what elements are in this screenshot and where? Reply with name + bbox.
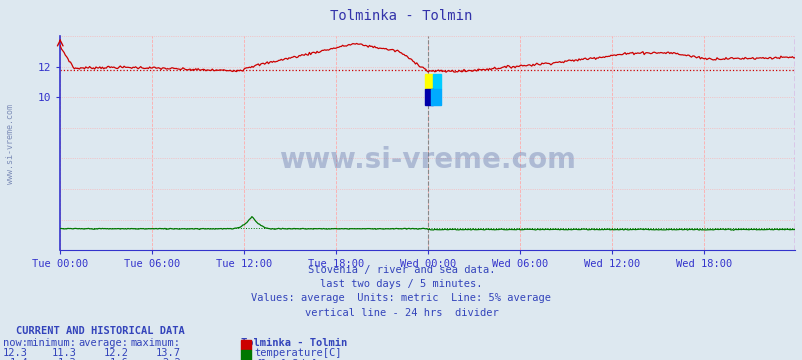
Text: average:: average: bbox=[79, 338, 128, 348]
Text: 2.2: 2.2 bbox=[162, 358, 180, 360]
Text: 12.3: 12.3 bbox=[3, 348, 28, 359]
Text: last two days / 5 minutes.: last two days / 5 minutes. bbox=[320, 279, 482, 289]
Text: 1.3: 1.3 bbox=[58, 358, 76, 360]
Text: maximum:: maximum: bbox=[131, 338, 180, 348]
Text: www.si-vreme.com: www.si-vreme.com bbox=[6, 104, 15, 184]
Text: minimum:: minimum: bbox=[26, 338, 76, 348]
Text: 12.2: 12.2 bbox=[103, 348, 128, 359]
Text: Tolminka - Tolmin: Tolminka - Tolmin bbox=[241, 338, 346, 348]
Text: 11.3: 11.3 bbox=[51, 348, 76, 359]
Text: CURRENT AND HISTORICAL DATA: CURRENT AND HISTORICAL DATA bbox=[16, 326, 184, 336]
Text: Slovenia / river and sea data.: Slovenia / river and sea data. bbox=[307, 265, 495, 275]
Text: 1.4: 1.4 bbox=[10, 358, 28, 360]
Text: 1.6: 1.6 bbox=[110, 358, 128, 360]
Text: Tolminka - Tolmin: Tolminka - Tolmin bbox=[330, 9, 472, 23]
Text: Values: average  Units: metric  Line: 5% average: Values: average Units: metric Line: 5% a… bbox=[251, 293, 551, 303]
Text: 13.7: 13.7 bbox=[156, 348, 180, 359]
Text: www.si-vreme.com: www.si-vreme.com bbox=[279, 146, 575, 174]
Text: now:: now: bbox=[3, 338, 28, 348]
Text: flow[m3/s]: flow[m3/s] bbox=[254, 358, 317, 360]
Text: temperature[C]: temperature[C] bbox=[254, 348, 342, 359]
Text: vertical line - 24 hrs  divider: vertical line - 24 hrs divider bbox=[304, 308, 498, 318]
